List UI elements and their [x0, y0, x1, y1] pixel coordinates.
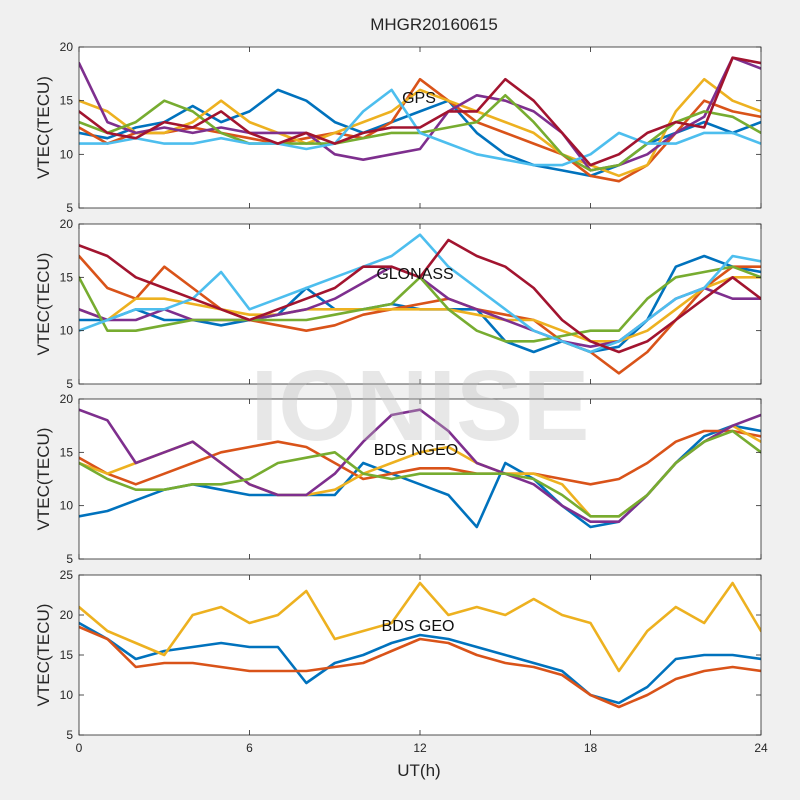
x-tick-label: 24: [754, 741, 768, 755]
y-tick-label: 10: [60, 688, 74, 702]
y-axis-label: VTEC(TECU): [34, 253, 53, 356]
series-line-1: [79, 621, 761, 705]
y-axis-label: VTEC(TECU): [34, 604, 53, 707]
y-tick-label: 20: [60, 608, 74, 622]
panel-gps: 5 10 15 20 VTEC(TECU) GPS: [34, 40, 762, 215]
y-tick-label: 20: [60, 392, 74, 406]
series-line-3: [79, 276, 761, 343]
y-tick-label: 10: [60, 324, 74, 338]
y-tick-label: 10: [60, 147, 74, 161]
y-tick-label: 5: [66, 377, 73, 391]
x-axis-label: UT(h): [397, 761, 440, 780]
series-line-2: [79, 254, 761, 375]
panel-title: GPS: [402, 90, 436, 107]
y-tick-label: 15: [60, 270, 74, 284]
watermark-text: IONISE: [251, 350, 590, 462]
y-tick-label: 15: [60, 648, 74, 662]
y-tick-label: 15: [60, 94, 74, 108]
y-tick-label: 15: [60, 445, 74, 459]
series-group: [79, 581, 761, 709]
x-tick-label: 12: [413, 741, 427, 755]
series-line-4: [79, 56, 761, 172]
figure-title: MHGR20160615: [370, 15, 498, 34]
y-axis-label: VTEC(TECU): [34, 76, 53, 179]
y-tick-label: 25: [60, 568, 74, 582]
panel-bds-ngeo: 5 10 15 20 VTEC(TECU) BDS NGEO: [34, 392, 762, 566]
series-line-3: [79, 77, 761, 178]
plot-area: [79, 399, 761, 559]
series-line-2: [79, 625, 761, 709]
x-tick-label: 6: [246, 741, 253, 755]
series-line-6: [79, 88, 761, 167]
panel-title: BDS NGEO: [374, 442, 458, 459]
y-tick-label: 5: [66, 552, 73, 566]
y-tick-label: 5: [66, 728, 73, 742]
series-line-2: [79, 429, 761, 486]
y-tick-label: 5: [66, 201, 73, 215]
series-line-5: [79, 429, 761, 518]
series-group: [79, 408, 761, 529]
y-tick-label: 20: [60, 217, 74, 231]
series-line-3: [79, 581, 761, 673]
plot-area: [79, 575, 761, 735]
panel-glonass: 5 10 15 20 VTEC(TECU) GLONASS: [34, 217, 762, 391]
series-line-7: [79, 238, 761, 354]
series-group: [79, 56, 761, 183]
y-tick-label: 10: [60, 499, 74, 513]
panel-bds-geo: 0 6 12 18 24 5 10 15 20 25 VTEC(TECU) BDS GEO: [34, 568, 768, 755]
panel-title: GLONASS: [376, 266, 453, 283]
x-tick-label: 18: [584, 741, 598, 755]
panel-title: BDS GEO: [382, 618, 455, 635]
series-group: [79, 233, 761, 375]
y-tick-label: 20: [60, 40, 74, 54]
series-line-7: [79, 56, 761, 167]
x-tick-label: 0: [76, 741, 83, 755]
y-axis-label: VTEC(TECU): [34, 428, 53, 531]
